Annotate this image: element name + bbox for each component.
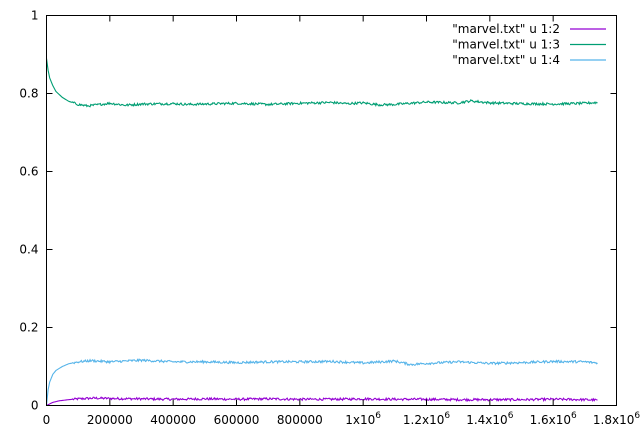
x-tick-label-base: 1.8x10 <box>593 413 634 427</box>
x-tick-label: 600000 <box>214 413 260 427</box>
x-tick-label: 800000 <box>277 413 323 427</box>
series-line-1 <box>46 396 598 406</box>
y-tick-label: 0.8 <box>19 87 38 101</box>
x-tick-label-base: 1.6x10 <box>530 413 571 427</box>
x-tick-label-base: 800000 <box>277 413 323 427</box>
x-tick-label-exponent: 6 <box>444 411 450 421</box>
x-tick-label-exponent: 6 <box>508 411 514 421</box>
x-tick-label: 400000 <box>150 413 196 427</box>
series-line-3 <box>45 358 598 406</box>
x-tick-label-base: 1x10 <box>345 413 375 427</box>
x-tick-label: 1.6x106 <box>530 411 577 427</box>
x-tick-label: 0 <box>43 413 51 427</box>
y-tick-label: 0.6 <box>19 165 38 179</box>
legend-label-3: "marvel.txt" u 1:4 <box>452 53 560 67</box>
x-tick-label-exponent: 6 <box>634 411 640 421</box>
x-tick-label-exponent: 6 <box>571 411 577 421</box>
y-tick-label: 0.4 <box>19 243 38 257</box>
x-tick-label-base: 0 <box>43 413 51 427</box>
x-tick-label: 200000 <box>87 413 133 427</box>
x-tick-label: 1.8x106 <box>593 411 640 427</box>
x-tick-label: 1x106 <box>345 411 381 427</box>
plot-frame <box>46 15 617 406</box>
axis-layer: 0 0.2 0.4 0.6 0.8 1 0 200000 400000 600000 800000 1… <box>19 9 640 428</box>
y-tick-label: 1 <box>31 9 39 23</box>
y-tick-label: 0 <box>31 399 39 413</box>
y-tick-label: 0.2 <box>19 321 38 335</box>
x-tick-label-base: 200000 <box>87 413 133 427</box>
legend-label-2: "marvel.txt" u 1:3 <box>452 38 560 52</box>
x-tick-label: 1.2x106 <box>403 411 450 427</box>
x-tick-label-exponent: 6 <box>375 411 381 421</box>
legend-label-1: "marvel.txt" u 1:2 <box>452 22 560 36</box>
x-tick-label-base: 1.2x10 <box>403 413 444 427</box>
series-layer <box>45 58 598 406</box>
legend: "marvel.txt" u 1:2 "marvel.txt" u 1:3"mar… <box>452 22 606 67</box>
x-tick-label: 1.4x106 <box>466 411 513 427</box>
x-tick-label-base: 1.4x10 <box>466 413 507 427</box>
x-tick-label-base: 600000 <box>214 413 260 427</box>
series-line-2 <box>45 58 598 108</box>
x-tick-label-base: 400000 <box>150 413 196 427</box>
